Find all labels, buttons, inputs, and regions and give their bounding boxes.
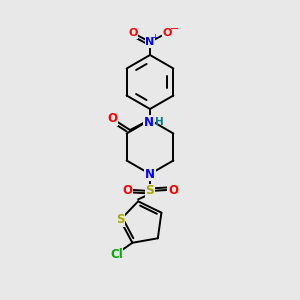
Text: H: H [154, 117, 164, 127]
Text: −: − [170, 24, 180, 34]
Text: S: S [146, 184, 154, 197]
Text: Cl: Cl [110, 248, 123, 261]
Text: O: O [122, 184, 132, 196]
Text: +: + [152, 32, 158, 41]
Text: O: O [168, 184, 178, 196]
Text: O: O [107, 112, 117, 125]
Text: O: O [162, 28, 172, 38]
Text: N: N [145, 167, 155, 181]
Text: N: N [144, 116, 154, 128]
Text: O: O [128, 28, 138, 38]
Text: N: N [146, 37, 154, 47]
Text: S: S [116, 213, 124, 226]
